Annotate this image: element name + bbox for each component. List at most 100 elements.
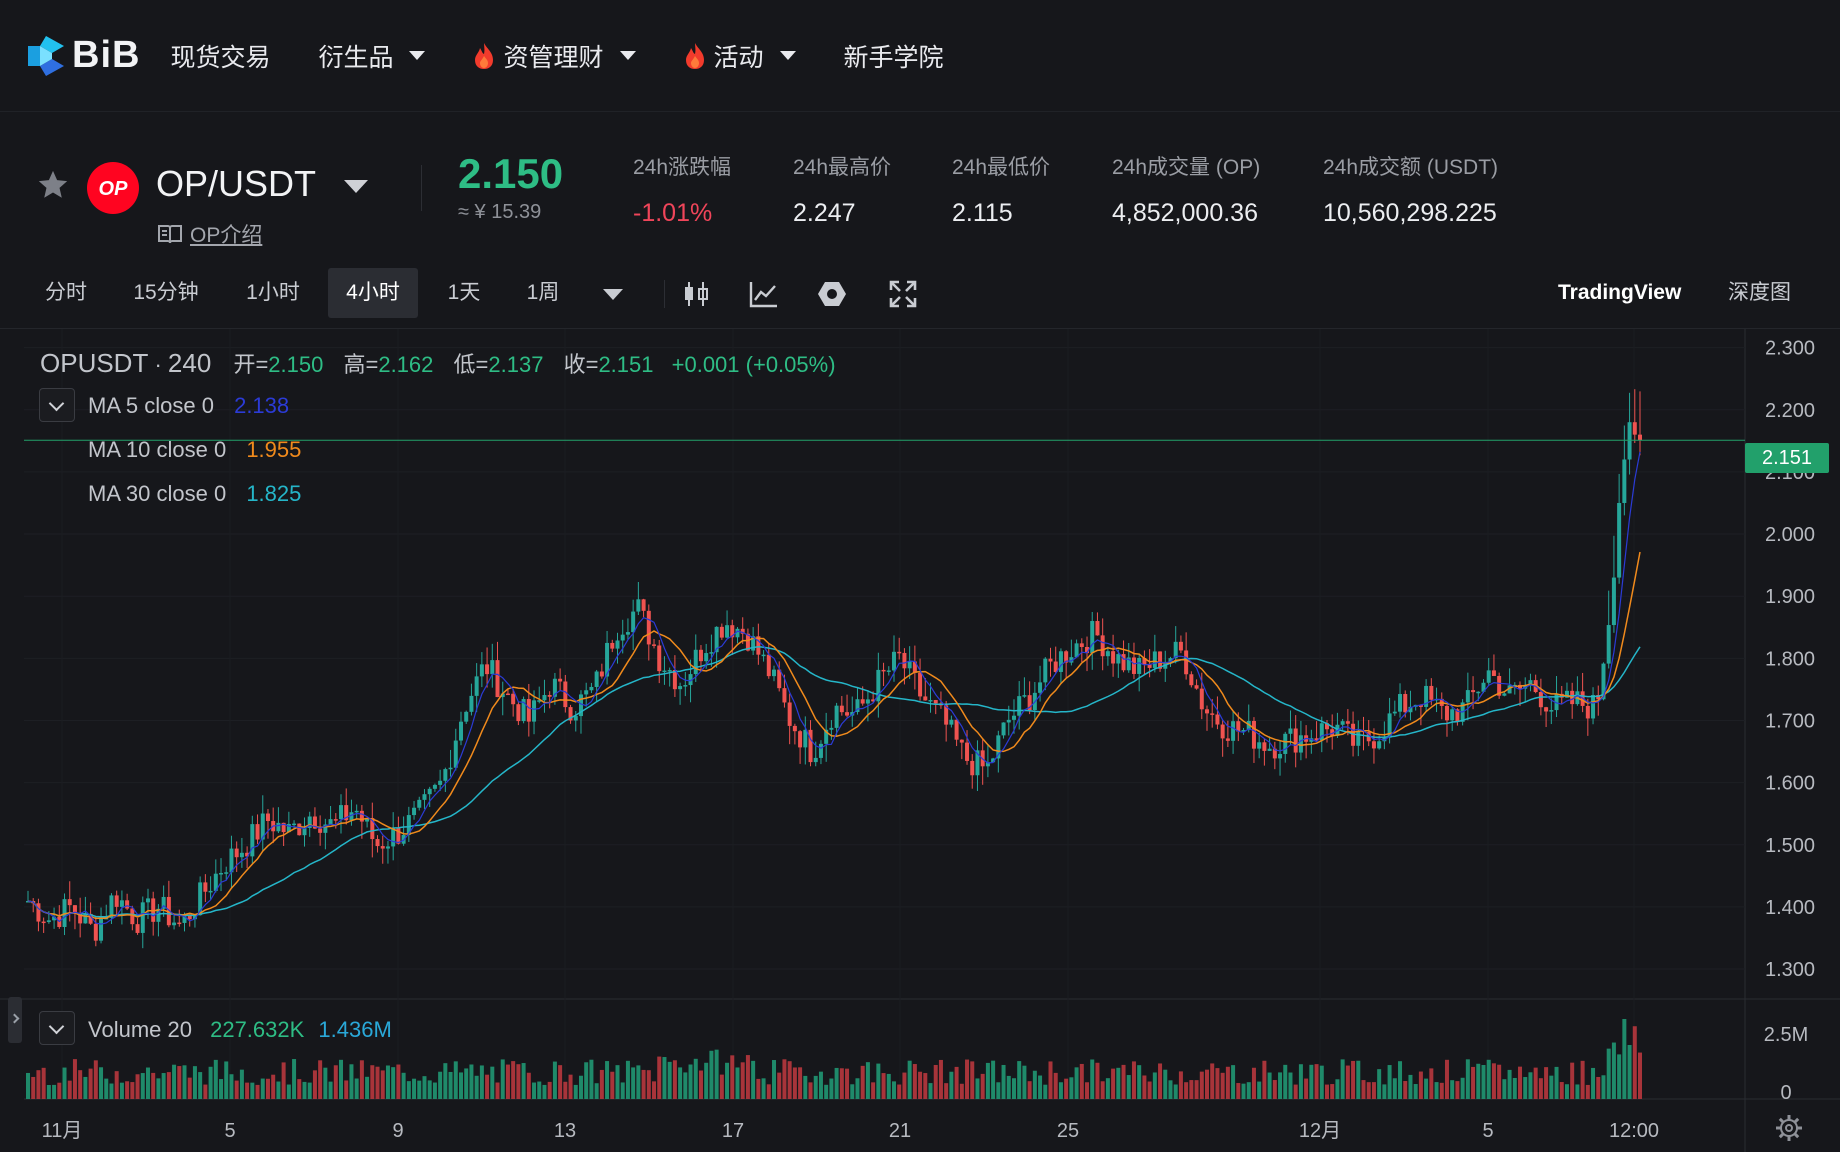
price-tick-label: 1.600 — [1765, 773, 1815, 795]
side-panel-toggle[interactable] — [8, 997, 22, 1043]
candle-body — [1011, 715, 1016, 720]
volume-bar — [1523, 1077, 1528, 1099]
trading-pair-name[interactable]: OP/USDT — [156, 163, 317, 204]
candle-body — [1408, 706, 1413, 713]
tab-timeframe-1d[interactable]: 1天 — [447, 281, 481, 304]
candle-body — [302, 827, 307, 836]
candle-body — [714, 626, 719, 653]
fire-icon — [475, 42, 494, 69]
nav-activities[interactable]: 活动 — [684, 0, 796, 112]
candle-body — [552, 678, 557, 697]
volume-bar — [99, 1067, 104, 1099]
candle-body — [239, 852, 244, 858]
candle-body — [704, 653, 709, 662]
tab-timeframe-1h[interactable]: 1小时 — [246, 281, 300, 304]
fullscreen-icon[interactable] — [889, 280, 917, 308]
stat-value: -1.01% — [633, 199, 713, 227]
candle-body — [777, 669, 782, 689]
price-chart[interactable]: 2.3002.2002.1002.0001.9001.8001.7001.600… — [0, 328, 1840, 1152]
volume-bar — [1210, 1063, 1215, 1099]
candle-body — [208, 890, 213, 893]
volume-bar — [965, 1059, 970, 1099]
settings-hexagon-icon[interactable] — [817, 280, 847, 308]
more-timeframes-caret-icon[interactable] — [603, 289, 623, 300]
tab-timeframe-15m[interactable]: 15分钟 — [133, 281, 199, 304]
nav-beginner-academy[interactable]: 新手学院 — [844, 0, 944, 112]
candle-body — [735, 628, 740, 638]
volume-bar — [1184, 1082, 1189, 1099]
candle-body — [1481, 682, 1486, 692]
volume-bar — [1022, 1065, 1027, 1099]
candle-body — [93, 923, 98, 941]
tab-timeframe-1w[interactable]: 1周 — [526, 281, 560, 304]
volume-bar — [1131, 1061, 1136, 1099]
volume-tick-label: 2.5M — [1764, 1024, 1808, 1046]
nav-wealth-management[interactable]: 资管理财 — [473, 0, 636, 112]
volume-bar — [547, 1081, 552, 1099]
volume-bar — [954, 1066, 959, 1099]
volume-bar — [850, 1084, 855, 1099]
candle-body — [1105, 651, 1110, 657]
candle-body — [558, 678, 563, 682]
candle-body — [959, 739, 964, 743]
stat-label: 24h成交量 (OP) — [1112, 156, 1261, 179]
volume-label: Volume 20 — [88, 1017, 192, 1042]
candle-body — [829, 727, 834, 730]
volume-bar — [365, 1076, 370, 1099]
favorite-star-icon[interactable] — [36, 168, 70, 202]
volume-bar — [751, 1060, 756, 1099]
volume-bar — [401, 1072, 406, 1099]
top-navigation: BiB 现货交易 衍生品 资管理财 活动 新手学院 — [0, 0, 1840, 112]
tab-tradingview[interactable]: TradingView — [1558, 281, 1682, 304]
line-chart-icon[interactable] — [749, 280, 779, 308]
volume-bar — [876, 1063, 881, 1099]
candle-body — [1131, 657, 1136, 674]
candle-body — [516, 704, 521, 722]
volume-bar — [140, 1073, 145, 1099]
pair-dropdown-caret-icon[interactable] — [344, 180, 368, 193]
volume-bar — [1246, 1082, 1251, 1099]
volume-bar — [391, 1067, 396, 1099]
candlestick-icon[interactable] — [683, 280, 711, 308]
candle-body — [568, 707, 573, 721]
candlestick-chart-svg[interactable]: 2.3002.2002.1002.0001.9001.8001.7001.600… — [0, 329, 1840, 1152]
volume-bar — [72, 1059, 77, 1099]
volume-collapse-button[interactable] — [39, 1011, 75, 1045]
nav-spot-trading[interactable]: 现货交易 — [170, 0, 270, 112]
candle-body — [532, 700, 537, 722]
candle-body — [219, 872, 224, 875]
tab-timeframe-4h[interactable]: 4小时 — [328, 268, 418, 318]
volume-bar — [667, 1061, 672, 1099]
logo[interactable]: BiB — [26, 34, 140, 78]
stat-label: 24h最低价 — [952, 156, 1051, 179]
volume-bar — [1095, 1062, 1100, 1099]
chart-settings-gear-icon[interactable] — [1774, 1113, 1804, 1143]
tab-depth-chart[interactable]: 深度图 — [1728, 281, 1791, 304]
volume-bar — [375, 1066, 380, 1099]
nav-derivatives[interactable]: 衍生品 — [318, 0, 426, 112]
candle-body — [1210, 713, 1215, 715]
volume-bar — [1486, 1059, 1491, 1099]
volume-bar — [928, 1083, 933, 1099]
volume-bar — [88, 1068, 93, 1099]
tab-timeframe-line[interactable]: 分时 — [45, 281, 87, 304]
indicator-collapse-button[interactable] — [39, 388, 75, 422]
candle-body — [1444, 705, 1449, 721]
volume-bar — [1262, 1060, 1267, 1099]
candle-body — [1168, 658, 1173, 662]
candle-body — [1017, 696, 1022, 716]
candle-body — [599, 671, 604, 677]
volume-bar — [1319, 1065, 1324, 1099]
candle-body — [1471, 690, 1476, 693]
candle-body — [719, 626, 724, 638]
volume-bar — [276, 1081, 281, 1099]
volume-bar — [1027, 1081, 1032, 1099]
candle-body — [1288, 728, 1293, 734]
volume-bars — [26, 1019, 1642, 1099]
token-intro-link[interactable]: OP介绍 — [158, 219, 262, 249]
candle-body — [469, 695, 474, 712]
volume-bar — [532, 1082, 537, 1099]
volume-bar — [448, 1071, 453, 1099]
volume-bar — [725, 1062, 730, 1099]
candle-body — [792, 725, 797, 732]
